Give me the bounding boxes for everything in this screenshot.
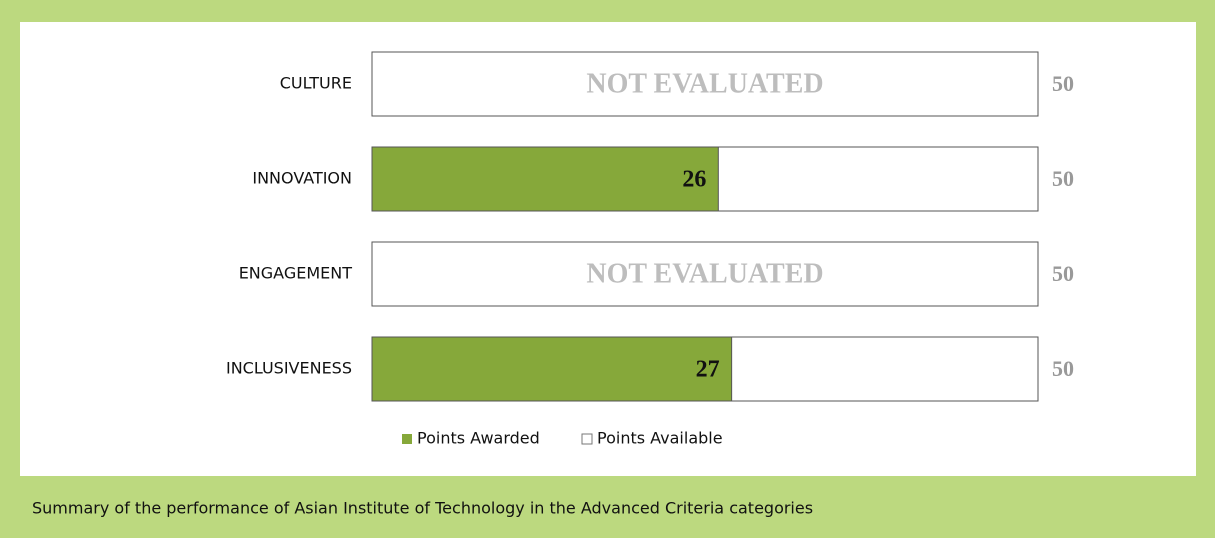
status-label: NOT EVALUATED	[586, 258, 823, 289]
available-bar	[371, 241, 1039, 307]
awarded-label: 27	[696, 357, 720, 383]
awarded-label: 26	[682, 167, 706, 193]
available-label: 50	[1052, 71, 1074, 96]
legend-label: Points Awarded	[417, 429, 540, 448]
available-label: 50	[1052, 261, 1074, 286]
status-label: NOT EVALUATED	[586, 68, 823, 99]
legend-swatch	[402, 434, 412, 444]
category-label: ENGAGEMENT	[239, 264, 353, 283]
legend-label: Points Available	[597, 429, 723, 448]
category-label: CULTURE	[280, 74, 352, 93]
awarded-bar	[371, 336, 733, 402]
category-label: INNOVATION	[252, 169, 352, 188]
awarded-bar	[371, 146, 719, 212]
legend-swatch	[581, 433, 593, 445]
category-label: INCLUSIVENESS	[226, 359, 352, 378]
available-label: 50	[1052, 356, 1074, 381]
available-bar	[371, 51, 1039, 117]
caption: Summary of the performance of Asian Inst…	[32, 499, 813, 518]
available-label: 50	[1052, 166, 1074, 191]
